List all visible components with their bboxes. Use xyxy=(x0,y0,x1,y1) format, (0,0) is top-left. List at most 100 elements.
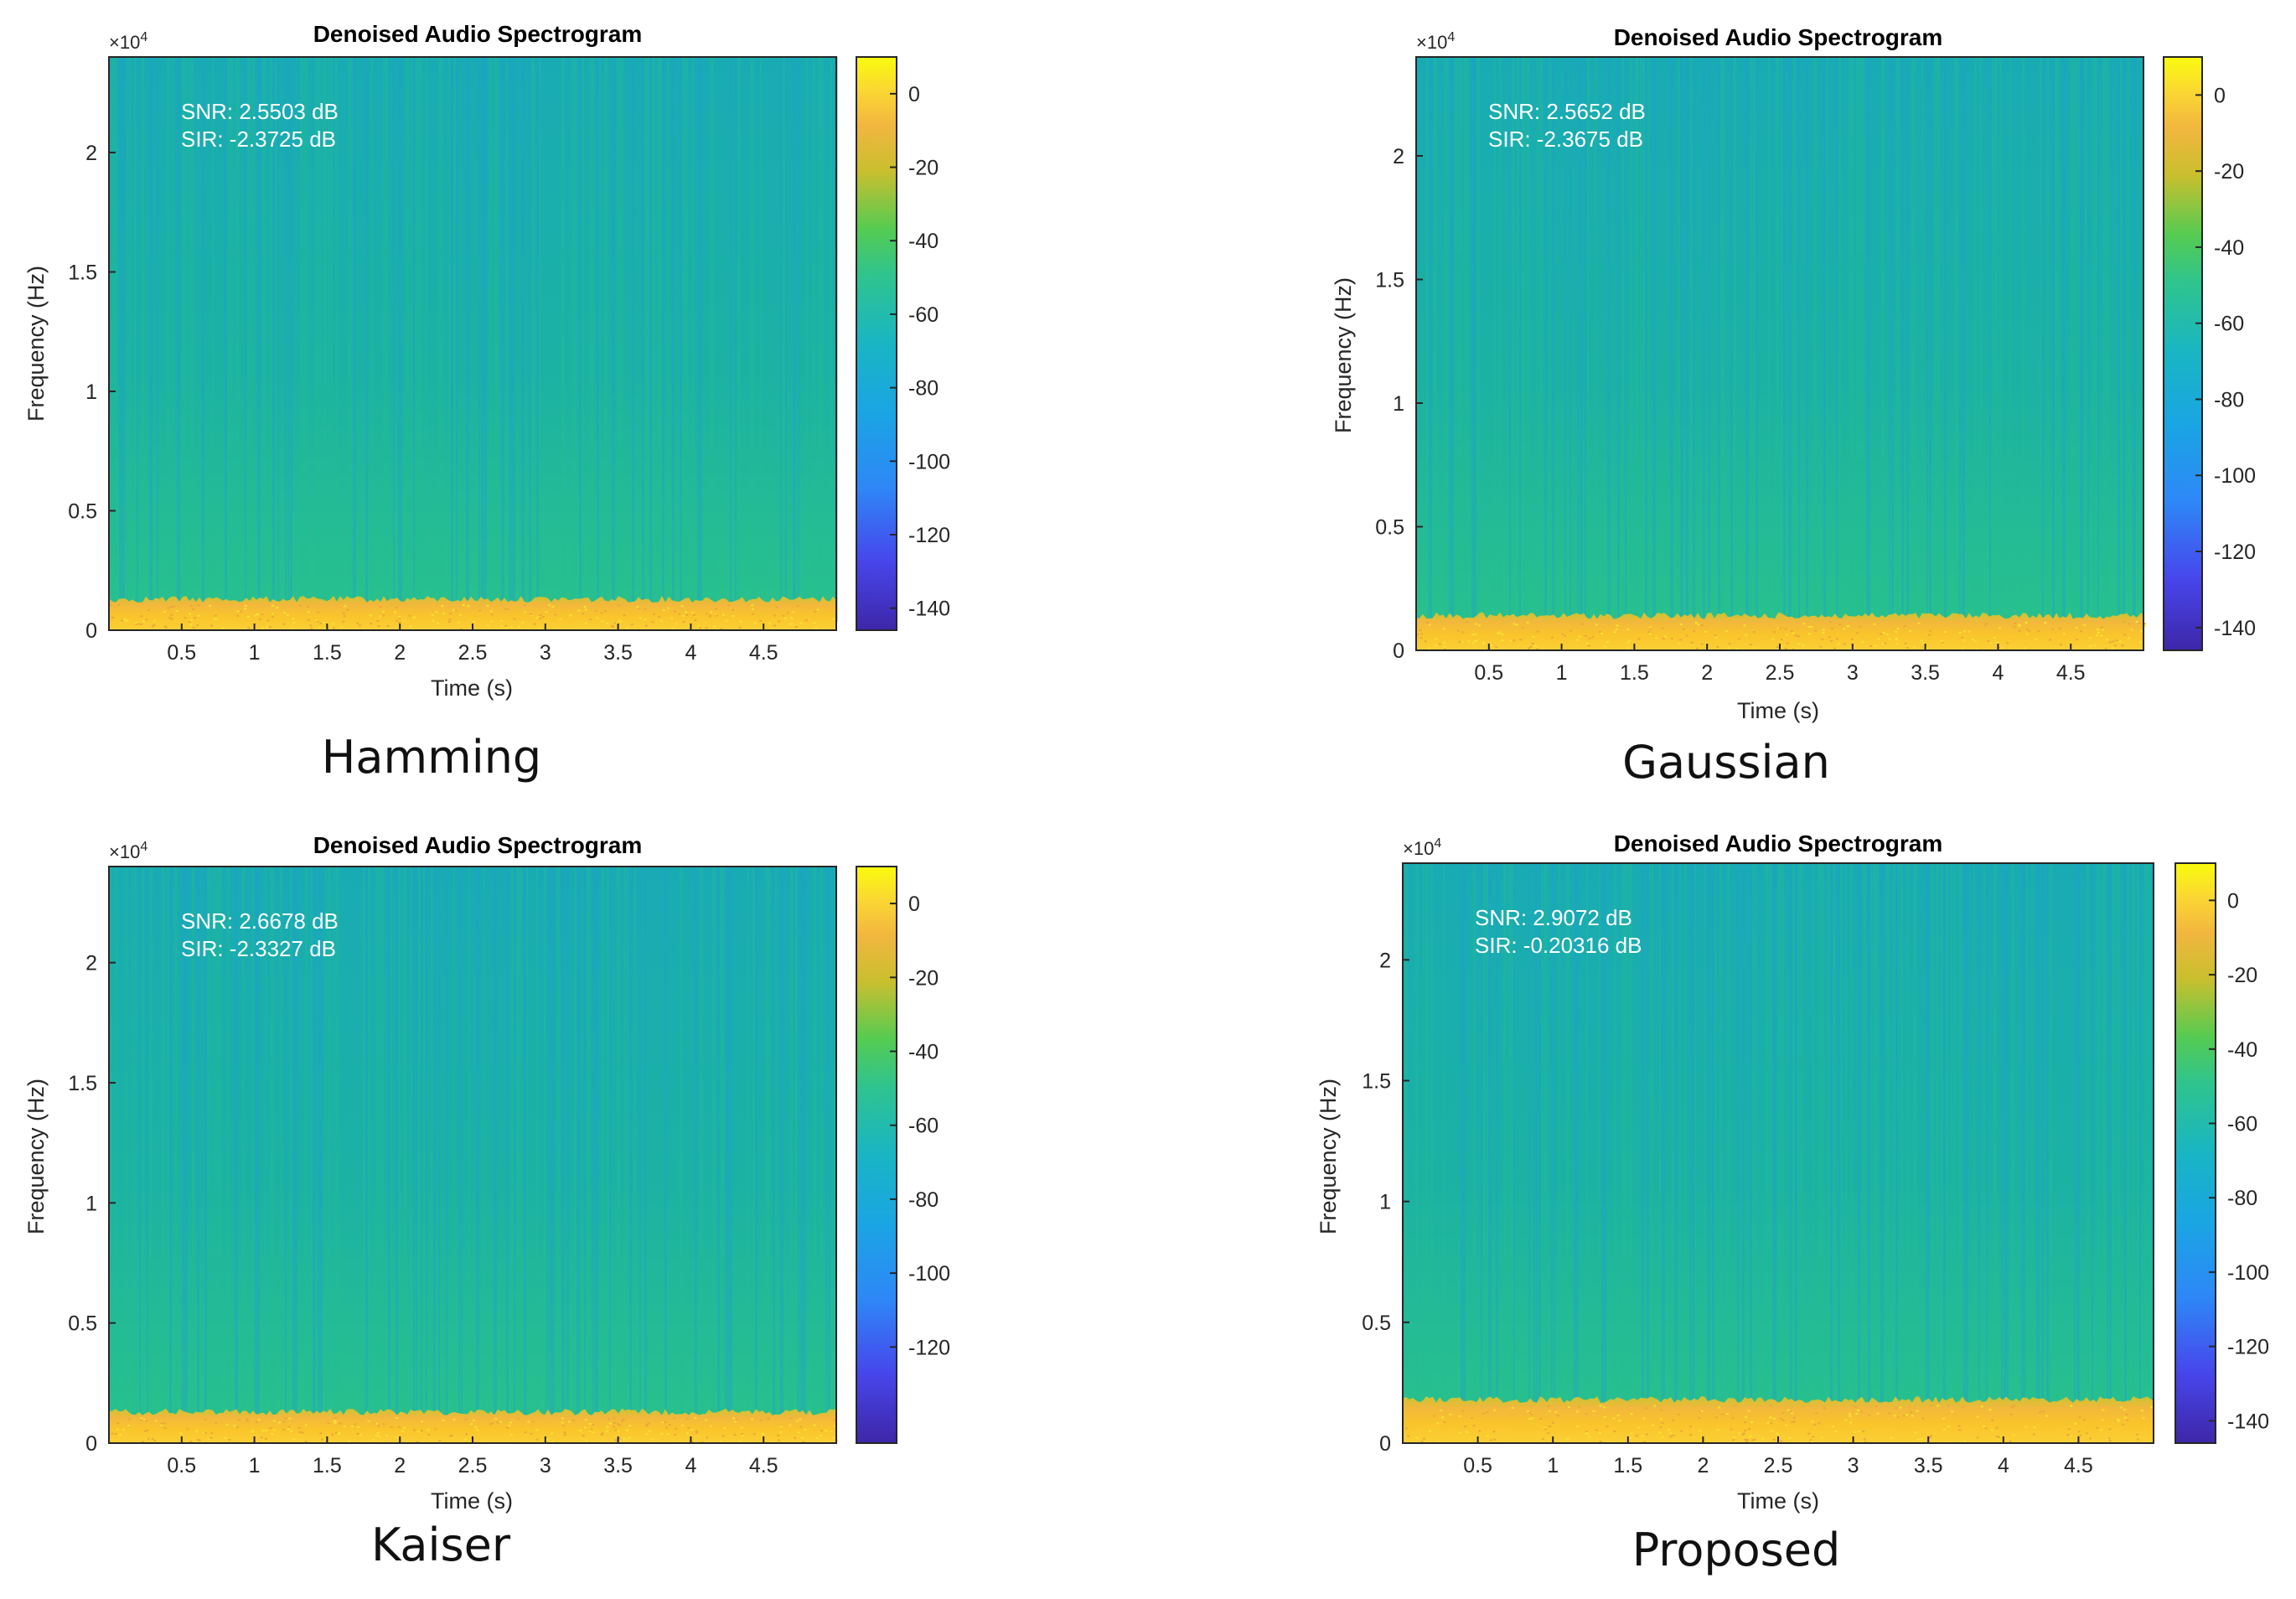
spectrogram-streak xyxy=(403,867,406,1435)
spectrogram-streak xyxy=(315,57,318,622)
band-speck xyxy=(1849,1421,1853,1424)
spectrogram-streak xyxy=(1943,863,1946,1435)
spectrogram-streak xyxy=(1768,57,1770,642)
spectrogram-streak xyxy=(1850,863,1853,1435)
spectrogram-streak xyxy=(1459,57,1461,642)
spectrogram-streak xyxy=(1836,57,1838,642)
band-speck xyxy=(1877,638,1880,640)
band-speck xyxy=(616,1423,619,1426)
spectrogram-streak xyxy=(1719,863,1722,1435)
spectrogram-streak xyxy=(1629,863,1632,1435)
band-speck xyxy=(1958,632,1962,634)
band-speck xyxy=(460,628,463,630)
spectrogram-streak xyxy=(330,57,333,622)
band-speck xyxy=(1854,1405,1858,1408)
band-speck xyxy=(271,604,275,607)
spectrogram-streak xyxy=(773,867,776,1435)
band-speck xyxy=(377,1431,380,1434)
spectrogram-streak xyxy=(1961,863,1962,1435)
band-speck xyxy=(1846,625,1849,628)
spectrogram-streak xyxy=(257,57,261,622)
band-speck xyxy=(1875,1405,1878,1407)
band-speck xyxy=(334,1421,337,1424)
band-speck xyxy=(2077,1431,2081,1433)
spectrogram-streak xyxy=(2077,57,2081,642)
band-speck xyxy=(413,616,416,618)
spectrogram-streak xyxy=(2049,863,2052,1435)
band-speck xyxy=(259,618,262,620)
band-speck xyxy=(1551,636,1554,639)
band-speck xyxy=(813,622,816,624)
band-speck xyxy=(1962,630,1966,633)
band-speck xyxy=(531,1420,535,1423)
spectrogram-streak xyxy=(1869,57,1870,642)
spectrogram-streak xyxy=(114,57,117,622)
band-speck xyxy=(1606,641,1610,644)
band-speck xyxy=(1749,1435,1752,1437)
spectrogram-streak xyxy=(418,867,421,1435)
band-speck xyxy=(621,1420,623,1422)
spectrogram-streak xyxy=(539,57,540,622)
band-speck xyxy=(1855,1413,1859,1415)
band-speck xyxy=(465,1433,468,1436)
band-speck xyxy=(2100,1429,2103,1431)
band-speck xyxy=(622,1437,625,1440)
spectrogram-streak xyxy=(247,57,251,622)
spectrogram-streak xyxy=(270,57,273,622)
spectrogram-streak xyxy=(768,867,770,1435)
band-speck xyxy=(146,1429,149,1431)
y-tick-label: 2 xyxy=(85,142,97,165)
band-speck xyxy=(1771,1430,1774,1432)
band-speck xyxy=(1963,1440,1967,1442)
band-speck xyxy=(240,610,243,613)
band-speck xyxy=(741,1435,744,1436)
band-speck xyxy=(1700,643,1704,645)
band-speck xyxy=(686,1432,689,1434)
band-speck xyxy=(256,1421,258,1424)
band-speck xyxy=(348,1440,351,1442)
band-speck xyxy=(224,1436,227,1439)
band-speck xyxy=(137,623,140,625)
band-speck xyxy=(2044,622,2047,624)
spectrogram-streak xyxy=(441,57,443,622)
band-speck xyxy=(1744,1421,1747,1424)
band-speck xyxy=(2000,647,2004,649)
band-speck xyxy=(624,1439,628,1441)
band-speck xyxy=(606,1426,609,1428)
x-tick-label: 2 xyxy=(394,641,406,665)
spectrogram-streak xyxy=(132,867,133,1435)
spectrogram-streak xyxy=(1889,57,1890,642)
colorbar-tick-label: -140 xyxy=(2227,1410,2269,1433)
band-speck xyxy=(264,1437,267,1440)
band-speck xyxy=(135,623,138,625)
spectrogram-streak xyxy=(1979,57,1982,642)
spectrogram-streak xyxy=(1712,863,1715,1435)
band-speck xyxy=(1420,633,1424,635)
spectrogram-streak xyxy=(549,867,551,1435)
band-speck xyxy=(1777,627,1781,629)
x-tick-label: 1 xyxy=(249,641,261,665)
band-speck xyxy=(1648,633,1652,635)
band-speck xyxy=(530,1432,533,1435)
spectrogram-streak xyxy=(1776,57,1779,642)
panel-caption: Hamming xyxy=(322,731,541,784)
spectrogram-streak xyxy=(1471,57,1474,642)
band-speck xyxy=(2069,1435,2072,1437)
spectrogram-streak xyxy=(388,867,391,1435)
colorbar-tick-label: -140 xyxy=(2214,617,2256,640)
spectrogram-streak xyxy=(1893,863,1896,1435)
band-speck xyxy=(1705,642,1709,644)
band-speck xyxy=(417,1431,421,1433)
spectrogram-streak xyxy=(1911,57,1915,642)
band-speck xyxy=(815,1437,819,1440)
spectrogram-streak xyxy=(202,57,204,622)
spectrogram-streak xyxy=(2118,57,2121,642)
band-speck xyxy=(2138,622,2141,624)
spectrogram-streak xyxy=(390,867,392,1435)
spectrogram-streak xyxy=(634,867,636,1435)
spectrogram-streak xyxy=(561,867,565,1435)
band-speck xyxy=(254,614,257,617)
band-speck xyxy=(1941,641,1944,644)
band-speck xyxy=(1459,1431,1462,1434)
band-speck xyxy=(694,1417,697,1420)
